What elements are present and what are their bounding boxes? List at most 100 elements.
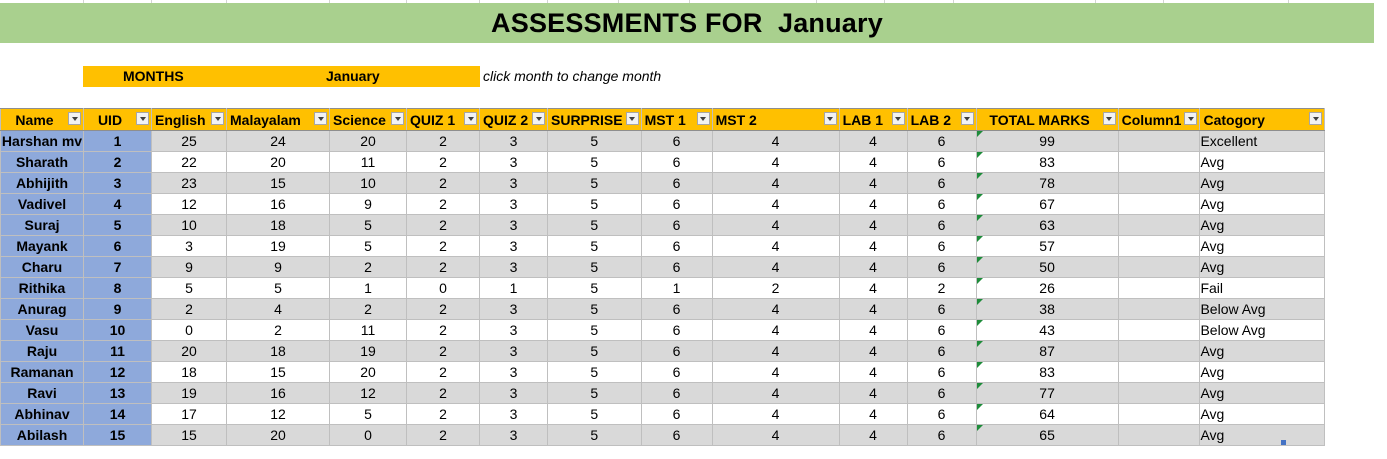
- student-name-cell[interactable]: Charu: [0, 256, 84, 278]
- filter-dropdown-icon[interactable]: [1184, 112, 1198, 125]
- mark-cell[interactable]: 4: [838, 130, 908, 152]
- mark-cell[interactable]: 2: [406, 340, 480, 362]
- category-cell[interactable]: Avg: [1199, 382, 1326, 404]
- mark-cell[interactable]: 4: [838, 235, 908, 257]
- mark-cell[interactable]: 4: [838, 382, 908, 404]
- uid-cell[interactable]: 3: [83, 172, 152, 194]
- category-cell[interactable]: Fail: [1199, 277, 1326, 299]
- column-header-12[interactable]: TOTAL MARKS: [975, 108, 1119, 131]
- mark-cell[interactable]: 4: [711, 382, 840, 404]
- mark-cell[interactable]: 19: [329, 340, 407, 362]
- mark-cell[interactable]: 5: [151, 277, 227, 299]
- mark-cell[interactable]: 15: [151, 424, 227, 446]
- mark-cell[interactable]: 6: [640, 256, 713, 278]
- column1-cell[interactable]: [1117, 151, 1201, 173]
- column1-cell[interactable]: [1117, 172, 1201, 194]
- mark-cell[interactable]: 4: [838, 319, 908, 341]
- mark-cell[interactable]: 6: [640, 130, 713, 152]
- mark-cell[interactable]: 4: [711, 256, 840, 278]
- column-header-0[interactable]: Name: [0, 108, 84, 131]
- mark-cell[interactable]: 2: [406, 151, 480, 173]
- mark-cell[interactable]: 4: [838, 172, 908, 194]
- mark-cell[interactable]: 20: [329, 361, 407, 383]
- mark-cell[interactable]: 4: [711, 151, 840, 173]
- category-cell[interactable]: Avg: [1199, 340, 1326, 362]
- mark-cell[interactable]: 6: [640, 340, 713, 362]
- column1-cell[interactable]: [1117, 382, 1201, 404]
- mark-cell[interactable]: 4: [711, 403, 840, 425]
- uid-cell[interactable]: 8: [83, 277, 152, 299]
- mark-cell[interactable]: 3: [479, 319, 548, 341]
- student-name-cell[interactable]: Ravi: [0, 382, 84, 404]
- mark-cell[interactable]: 3: [479, 298, 548, 320]
- mark-cell[interactable]: 18: [226, 340, 330, 362]
- mark-cell[interactable]: 6: [640, 382, 713, 404]
- mark-cell[interactable]: 2: [711, 277, 840, 299]
- mark-cell[interactable]: 6: [906, 319, 977, 341]
- total-marks-cell[interactable]: 64: [975, 403, 1119, 425]
- mark-cell[interactable]: 6: [906, 151, 977, 173]
- mark-cell[interactable]: 2: [406, 235, 480, 257]
- column1-cell[interactable]: [1117, 130, 1201, 152]
- column1-cell[interactable]: [1117, 361, 1201, 383]
- uid-cell[interactable]: 5: [83, 214, 152, 236]
- filter-dropdown-icon[interactable]: [1309, 112, 1323, 125]
- student-name-cell[interactable]: Raju: [0, 340, 84, 362]
- filter-dropdown-icon[interactable]: [211, 112, 224, 125]
- student-name-cell[interactable]: Harshan mv: [0, 130, 84, 152]
- mark-cell[interactable]: 6: [640, 214, 713, 236]
- mark-cell[interactable]: 4: [838, 424, 908, 446]
- total-marks-cell[interactable]: 26: [975, 277, 1119, 299]
- column1-cell[interactable]: [1117, 424, 1201, 446]
- mark-cell[interactable]: 10: [151, 214, 227, 236]
- mark-cell[interactable]: 3: [151, 235, 227, 257]
- mark-cell[interactable]: 20: [151, 340, 227, 362]
- category-cell[interactable]: Avg: [1199, 172, 1326, 194]
- total-marks-cell[interactable]: 63: [975, 214, 1119, 236]
- mark-cell[interactable]: 6: [906, 193, 977, 215]
- category-cell[interactable]: Below Avg: [1199, 298, 1326, 320]
- category-cell[interactable]: Avg: [1199, 214, 1326, 236]
- uid-cell[interactable]: 14: [83, 403, 152, 425]
- student-name-cell[interactable]: Rithika: [0, 277, 84, 299]
- mark-cell[interactable]: 12: [329, 382, 407, 404]
- mark-cell[interactable]: 2: [406, 424, 480, 446]
- mark-cell[interactable]: 3: [479, 256, 548, 278]
- column-header-4[interactable]: Science: [329, 108, 407, 131]
- column-header-1[interactable]: UID: [83, 108, 152, 131]
- column-header-7[interactable]: SURPRISE: [547, 108, 642, 131]
- mark-cell[interactable]: 6: [640, 151, 713, 173]
- mark-cell[interactable]: 17: [151, 403, 227, 425]
- mark-cell[interactable]: 4: [226, 298, 330, 320]
- mark-cell[interactable]: 5: [547, 172, 642, 194]
- month-value-cell[interactable]: January: [326, 68, 380, 84]
- mark-cell[interactable]: 4: [838, 340, 908, 362]
- mark-cell[interactable]: 1: [479, 277, 548, 299]
- filter-dropdown-icon[interactable]: [68, 112, 81, 125]
- column1-cell[interactable]: [1117, 277, 1201, 299]
- mark-cell[interactable]: 4: [711, 214, 840, 236]
- mark-cell[interactable]: 5: [547, 361, 642, 383]
- mark-cell[interactable]: 12: [151, 193, 227, 215]
- mark-cell[interactable]: 9: [329, 193, 407, 215]
- mark-cell[interactable]: 6: [640, 172, 713, 194]
- mark-cell[interactable]: 2: [906, 277, 977, 299]
- column-header-2[interactable]: English: [151, 108, 227, 131]
- mark-cell[interactable]: 2: [406, 319, 480, 341]
- mark-cell[interactable]: 5: [547, 235, 642, 257]
- mark-cell[interactable]: 1: [329, 277, 407, 299]
- mark-cell[interactable]: 3: [479, 424, 548, 446]
- mark-cell[interactable]: 6: [906, 340, 977, 362]
- category-cell[interactable]: Avg: [1199, 256, 1326, 278]
- mark-cell[interactable]: 19: [151, 382, 227, 404]
- mark-cell[interactable]: 4: [711, 235, 840, 257]
- mark-cell[interactable]: 2: [406, 172, 480, 194]
- uid-cell[interactable]: 4: [83, 193, 152, 215]
- uid-cell[interactable]: 1: [83, 130, 152, 152]
- mark-cell[interactable]: 5: [547, 424, 642, 446]
- mark-cell[interactable]: 23: [151, 172, 227, 194]
- mark-cell[interactable]: 6: [906, 403, 977, 425]
- mark-cell[interactable]: 5: [329, 235, 407, 257]
- mark-cell[interactable]: 5: [547, 319, 642, 341]
- mark-cell[interactable]: 22: [151, 151, 227, 173]
